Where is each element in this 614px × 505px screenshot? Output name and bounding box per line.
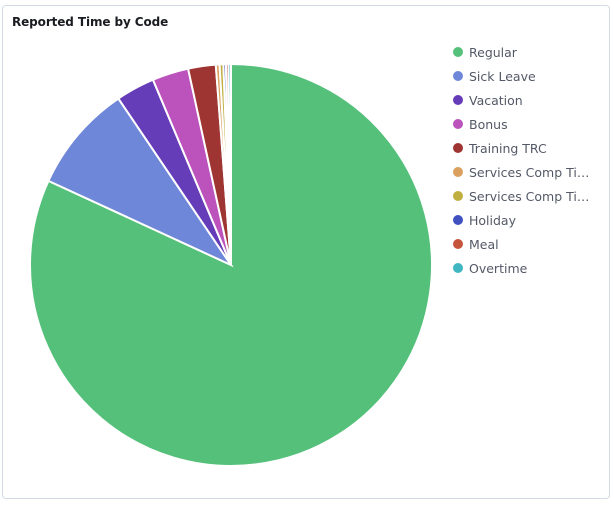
legend-swatch-icon [453, 119, 463, 129]
legend-label: Overtime [469, 260, 528, 276]
legend-swatch-icon [453, 239, 463, 249]
legend-item-4[interactable]: Training TRC [453, 136, 603, 160]
legend-label: Services Comp Time... [469, 164, 599, 180]
legend-swatch-icon [453, 47, 463, 57]
legend-label: Regular [469, 44, 517, 60]
legend-item-9[interactable]: Overtime [453, 256, 603, 280]
legend-label: Bonus [469, 116, 508, 132]
legend-label: Services Comp Time... [469, 188, 599, 204]
legend-label: Sick Leave [469, 68, 536, 84]
legend-swatch-icon [453, 215, 463, 225]
legend-label: Holiday [469, 212, 516, 228]
legend-item-7[interactable]: Holiday [453, 208, 603, 232]
legend-swatch-icon [453, 263, 463, 273]
legend-item-8[interactable]: Meal [453, 232, 603, 256]
pie-slice-9[interactable] [227, 62, 232, 266]
legend-item-6[interactable]: Services Comp Time... [453, 184, 603, 208]
legend-swatch-icon [453, 95, 463, 105]
chart-title: Reported Time by Code [12, 15, 169, 29]
legend-label: Training TRC [469, 140, 547, 156]
legend-swatch-icon [453, 71, 463, 81]
legend-item-3[interactable]: Bonus [453, 112, 603, 136]
legend-swatch-icon [453, 191, 463, 201]
legend-item-5[interactable]: Services Comp Time... [453, 160, 603, 184]
legend-swatch-icon [453, 143, 463, 153]
legend-swatch-icon [453, 167, 463, 177]
legend-label: Meal [469, 236, 499, 252]
legend-item-1[interactable]: Sick Leave [453, 64, 603, 88]
legend-item-0[interactable]: Regular [453, 40, 603, 64]
legend-item-2[interactable]: Vacation [453, 88, 603, 112]
legend-label: Vacation [469, 92, 523, 108]
pie-slice-1[interactable] [47, 97, 234, 268]
chart-legend: Regular Sick Leave Vacation Bonus Training T… [453, 40, 603, 280]
